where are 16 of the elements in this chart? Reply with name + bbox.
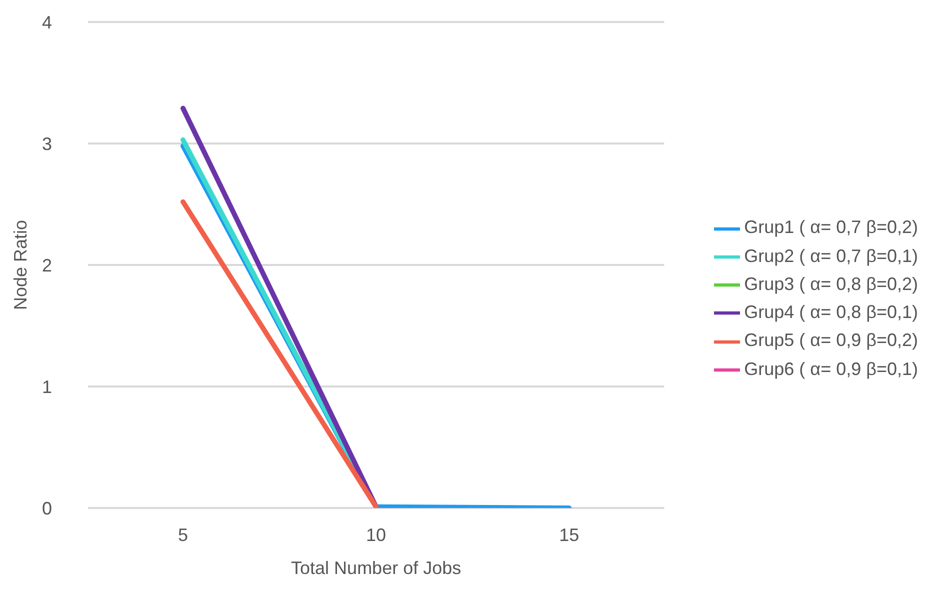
- legend-label: Grup5 ( α= 0,9 β=0,2): [744, 330, 918, 350]
- y-tick-label: 1: [42, 376, 52, 397]
- x-tick-label: 10: [366, 524, 386, 545]
- x-tick-label: 5: [178, 524, 188, 545]
- x-axis-title: Total Number of Jobs: [291, 558, 462, 578]
- legend-label: Grup3 ( α= 0,8 β=0,2): [744, 274, 918, 294]
- y-tick-label: 3: [42, 134, 52, 154]
- legend-label: Grup6 ( α= 0,9 β=0,1): [744, 358, 918, 378]
- legend-label: Grup4 ( α= 0,8 β=0,1): [744, 302, 918, 322]
- y-axis-title: Node Ratio: [10, 220, 30, 310]
- x-tick-label: 15: [559, 524, 580, 545]
- legend-label: Grup2 ( α= 0,7 β=0,1): [744, 246, 918, 266]
- y-tick-label: 2: [42, 255, 52, 276]
- y-tick-label: 4: [42, 12, 52, 32]
- legend-label: Grup1 ( α= 0,7 β=0,2): [744, 217, 918, 238]
- y-tick-label: 0: [42, 498, 52, 518]
